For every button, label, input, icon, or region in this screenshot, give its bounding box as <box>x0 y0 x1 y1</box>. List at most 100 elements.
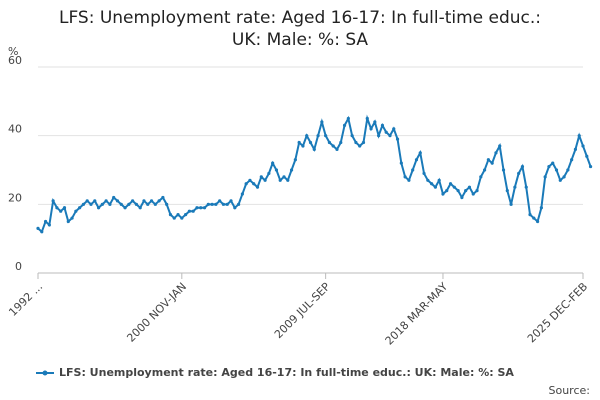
x-tick-label: 2025 DEC-FEB <box>525 280 590 345</box>
x-tick-label: 2009 JUL-SEP <box>272 280 333 341</box>
x-tick-label: 2018 MAR-MAY <box>383 280 451 348</box>
point <box>335 147 339 151</box>
point <box>414 158 419 162</box>
point <box>78 206 82 210</box>
point <box>218 199 222 203</box>
point <box>301 144 305 148</box>
point <box>187 209 191 213</box>
point <box>358 144 362 148</box>
point <box>475 189 479 193</box>
point <box>312 147 316 151</box>
point <box>214 202 218 206</box>
chart-title: LFS: Unemployment rate: Aged 16-17: In f… <box>59 8 541 28</box>
point <box>274 168 279 172</box>
point <box>286 178 290 182</box>
point <box>206 202 210 206</box>
point <box>441 192 445 196</box>
point <box>100 202 104 206</box>
point <box>43 219 48 224</box>
point <box>543 175 547 179</box>
point <box>259 175 263 179</box>
point <box>433 185 437 189</box>
point <box>176 213 180 217</box>
point <box>36 226 40 230</box>
point <box>146 202 150 206</box>
y-tick-label: 40 <box>8 123 22 136</box>
point <box>172 216 176 220</box>
point <box>248 178 252 182</box>
point <box>134 202 139 206</box>
point <box>456 189 460 193</box>
point <box>123 206 127 210</box>
point <box>153 202 157 206</box>
point <box>157 199 161 203</box>
point <box>498 144 502 148</box>
point <box>108 202 112 206</box>
point <box>377 134 381 138</box>
point <box>180 216 184 220</box>
point <box>289 168 294 172</box>
point <box>588 164 593 169</box>
point <box>505 189 509 193</box>
point <box>532 216 536 220</box>
point <box>524 185 528 189</box>
point <box>562 175 566 179</box>
point <box>85 199 89 203</box>
point <box>199 206 203 210</box>
point <box>278 178 282 182</box>
point <box>236 202 241 206</box>
point <box>551 161 555 165</box>
point <box>554 168 559 172</box>
point <box>316 134 320 138</box>
point <box>573 147 578 151</box>
point <box>399 161 403 165</box>
point <box>373 120 377 124</box>
point <box>221 202 226 206</box>
point <box>342 123 347 127</box>
point <box>467 185 472 189</box>
point <box>566 168 570 172</box>
y-tick-label: 0 <box>15 260 22 273</box>
point <box>331 144 335 148</box>
point <box>558 178 562 182</box>
legend-label: LFS: Unemployment rate: Aged 16-17: In f… <box>59 366 514 379</box>
point <box>585 154 589 158</box>
point <box>418 151 422 155</box>
point <box>464 189 468 193</box>
y-tick-label: 60 <box>8 54 22 67</box>
point <box>365 116 369 121</box>
point <box>191 209 195 213</box>
point <box>517 171 521 176</box>
point <box>494 151 498 155</box>
point <box>271 161 275 165</box>
point <box>81 202 86 206</box>
point <box>577 134 581 138</box>
source: Source: <box>549 384 591 397</box>
x-tick-label: 1992 ... <box>6 280 45 319</box>
legend-marker <box>42 370 48 376</box>
x-tick-label: 2000 NOV-JAN <box>124 280 189 345</box>
point <box>486 158 490 162</box>
point <box>59 209 63 213</box>
point <box>263 178 267 182</box>
point <box>142 199 146 203</box>
point <box>127 202 131 206</box>
point <box>267 171 271 176</box>
point <box>51 199 55 203</box>
point <box>339 140 343 145</box>
point <box>320 120 324 124</box>
point <box>161 195 165 200</box>
point <box>422 171 426 176</box>
chart-title: UK: Male: %: SA <box>232 30 369 50</box>
point <box>445 189 449 193</box>
point <box>138 206 142 210</box>
point <box>55 206 59 210</box>
point <box>350 134 354 138</box>
point <box>62 206 67 210</box>
point <box>244 182 248 186</box>
point <box>255 185 260 189</box>
point <box>395 137 400 141</box>
point <box>168 213 173 217</box>
point <box>293 158 297 162</box>
point <box>93 199 97 203</box>
